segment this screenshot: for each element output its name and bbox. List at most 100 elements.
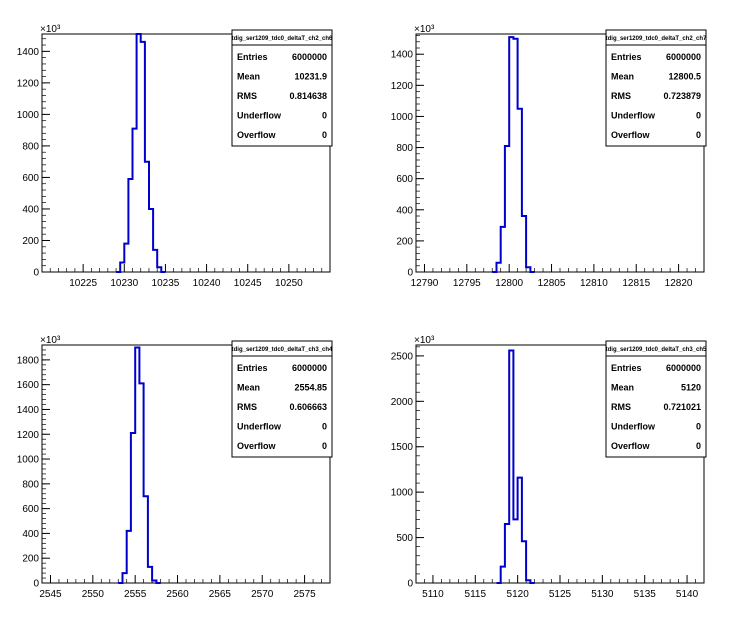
y-tick-label: 500 bbox=[396, 533, 413, 544]
y-tick-label: 1000 bbox=[391, 112, 414, 123]
stats-label: RMS bbox=[611, 402, 631, 412]
y-tick-label: 1000 bbox=[17, 110, 40, 121]
y-multiplier: ×10³ bbox=[414, 24, 435, 35]
plot-frame bbox=[41, 33, 331, 273]
y-tick-label: 200 bbox=[22, 236, 39, 247]
stats-value: 0.721021 bbox=[663, 402, 701, 412]
y-tick-label: 400 bbox=[22, 204, 39, 215]
stats-box: tdig_ser1209_tdc0_deltaT_ch3_ch5 Entries 6… bbox=[605, 340, 707, 458]
stats-value: 0 bbox=[322, 422, 327, 432]
y-tick-label: 2500 bbox=[391, 351, 414, 362]
y-tick-label: 0 bbox=[33, 268, 39, 279]
stats-label: Underflow bbox=[611, 111, 656, 121]
stats-label: Underflow bbox=[611, 422, 656, 432]
stats-title: tdig_ser1209_tdc0_deltaT_ch3_ch5 bbox=[606, 347, 707, 353]
histogram-pad-1: 0 200 400 600 800 1000 1200 1400 10225 10230 10235… bbox=[17, 24, 333, 289]
y-tick-label: 1200 bbox=[17, 430, 40, 441]
x-tick-label: 2565 bbox=[209, 589, 232, 600]
stats-title: tdig_ser1209_tdc0_deltaT_ch2_ch6 bbox=[232, 36, 333, 42]
y-tick-label: 800 bbox=[22, 479, 39, 490]
histogram-series bbox=[118, 346, 161, 584]
stats-label: Entries bbox=[611, 52, 642, 62]
stats-value: 5120 bbox=[681, 383, 701, 393]
stats-label: Overflow bbox=[237, 130, 277, 140]
stats-value: 0 bbox=[322, 441, 327, 451]
stats-box: tdig_ser1209_tdc0_deltaT_ch2_ch6 Entries 6… bbox=[231, 29, 333, 147]
histogram-series bbox=[496, 349, 535, 584]
stats-label: RMS bbox=[611, 91, 631, 101]
x-tick-label: 12815 bbox=[622, 278, 650, 289]
stats-value: 0 bbox=[696, 441, 701, 451]
stats-title: tdig_ser1209_tdc0_deltaT_ch3_ch4 bbox=[232, 347, 333, 353]
x-tick-label: 2550 bbox=[82, 589, 105, 600]
x-tick-label: 5140 bbox=[676, 589, 699, 600]
stats-value: 0.606663 bbox=[289, 402, 327, 412]
x-tick-label: 5120 bbox=[507, 589, 530, 600]
x-tick-label: 10250 bbox=[275, 278, 303, 289]
x-tick-label: 2575 bbox=[293, 589, 316, 600]
histogram-pad-3: 0 200 400 600 800 1000 1200 1400 1600 1800 2545 255… bbox=[17, 335, 333, 600]
x-tick-label: 5130 bbox=[591, 589, 614, 600]
x-tick-label: 2545 bbox=[39, 589, 62, 600]
stats-label: Underflow bbox=[237, 111, 282, 121]
stats-value: 0 bbox=[322, 111, 327, 121]
x-tick-label: 2555 bbox=[124, 589, 147, 600]
stats-label: Overflow bbox=[237, 441, 277, 451]
x-tick-label: 12805 bbox=[538, 278, 566, 289]
y-tick-label: 0 bbox=[407, 268, 413, 279]
stats-value: 0 bbox=[696, 422, 701, 432]
stats-box: tdig_ser1209_tdc0_deltaT_ch2_ch7 Entries 6… bbox=[605, 29, 707, 147]
x-tick-label: 5135 bbox=[634, 589, 657, 600]
x-tick-label: 10245 bbox=[234, 278, 262, 289]
stats-value: 0 bbox=[696, 111, 701, 121]
y-multiplier: ×10³ bbox=[40, 335, 61, 346]
y-tick-label: 1200 bbox=[17, 78, 40, 89]
x-tick-label: 5115 bbox=[465, 589, 487, 600]
stats-value: 6000000 bbox=[292, 363, 327, 373]
stats-value: 0 bbox=[696, 130, 701, 140]
x-tick-label: 5110 bbox=[422, 589, 444, 600]
y-tick-label: 2000 bbox=[391, 397, 414, 408]
stats-box-frame bbox=[605, 340, 707, 458]
stats-value: 12800.5 bbox=[668, 72, 701, 82]
y-tick-label: 600 bbox=[396, 174, 413, 185]
y-tick-label: 1400 bbox=[391, 50, 414, 61]
stats-value: 0.723879 bbox=[663, 91, 701, 101]
x-tick-label: 12820 bbox=[665, 278, 693, 289]
x-tick-label: 2560 bbox=[166, 589, 189, 600]
histogram-series bbox=[492, 36, 535, 273]
stats-value: 0 bbox=[322, 130, 327, 140]
y-tick-label: 1400 bbox=[17, 405, 40, 416]
stats-value: 0.814638 bbox=[289, 91, 327, 101]
y-tick-label: 1800 bbox=[17, 355, 40, 366]
x-tick-label: 5125 bbox=[549, 589, 572, 600]
y-tick-label: 0 bbox=[407, 579, 413, 590]
x-tick-label: 12795 bbox=[453, 278, 481, 289]
x-tick-label: 10240 bbox=[193, 278, 221, 289]
stats-value: 6000000 bbox=[292, 52, 327, 62]
stats-label: RMS bbox=[237, 91, 257, 101]
x-tick-label: 12800 bbox=[495, 278, 523, 289]
histogram-pad-2: 0 200 400 600 800 1000 1200 1400 12790 12795 12800… bbox=[391, 24, 707, 289]
y-tick-label: 800 bbox=[22, 141, 39, 152]
stats-label: Entries bbox=[237, 52, 268, 62]
x-tick-label: 2570 bbox=[251, 589, 274, 600]
x-tick-label: 12790 bbox=[411, 278, 439, 289]
stats-box: tdig_ser1209_tdc0_deltaT_ch3_ch4 Entries 6… bbox=[231, 340, 333, 458]
y-tick-label: 200 bbox=[396, 236, 413, 247]
y-tick-label: 600 bbox=[22, 504, 39, 515]
stats-value: 6000000 bbox=[666, 363, 701, 373]
y-tick-label: 1500 bbox=[391, 442, 414, 453]
y-tick-label: 1400 bbox=[17, 47, 40, 58]
stats-box-frame bbox=[231, 340, 333, 458]
histogram-pad-4: 0 500 1000 1500 2000 2500 5110 5115 5120 5125 5130… bbox=[391, 335, 707, 600]
y-tick-label: 1600 bbox=[17, 380, 40, 391]
y-tick-label: 1000 bbox=[391, 488, 414, 499]
y-tick-label: 200 bbox=[22, 554, 39, 565]
stats-box-frame bbox=[231, 29, 333, 147]
stats-label: RMS bbox=[237, 402, 257, 412]
y-tick-label: 1000 bbox=[17, 455, 40, 466]
stats-label: Overflow bbox=[611, 130, 651, 140]
stats-label: Mean bbox=[237, 72, 260, 82]
